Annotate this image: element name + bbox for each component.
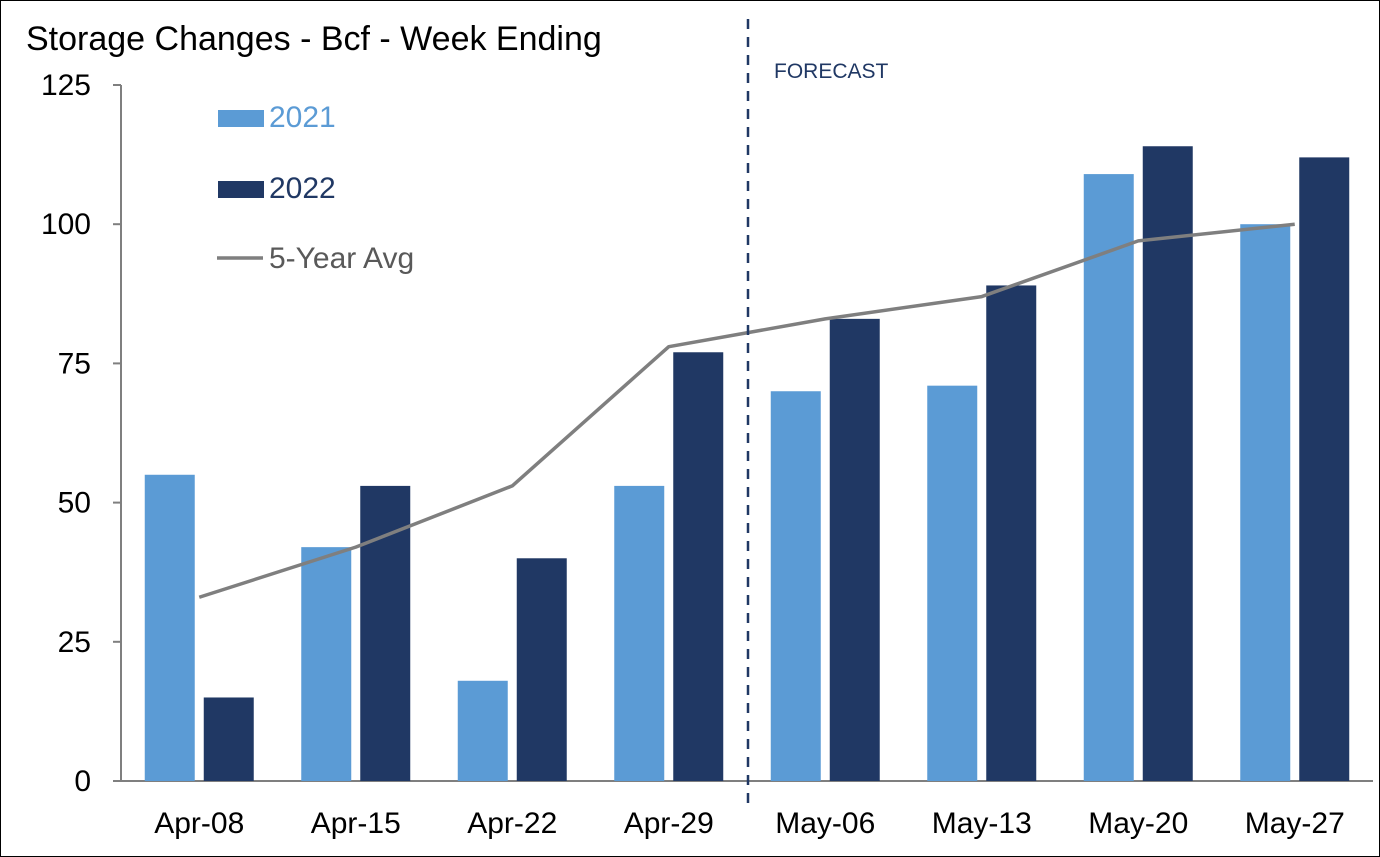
x-axis: Apr-08 Apr-15 Apr-22 Apr-29 May-06 May-13 May-… <box>121 780 1373 840</box>
bar-2021-May-27 <box>1240 224 1291 781</box>
y-axis: 0 25 50 75 100 125 <box>41 69 122 798</box>
x-tick-label: May-13 <box>932 807 1032 840</box>
bar-2022-May-20 <box>1142 146 1193 782</box>
y-tick-label: 0 <box>74 765 91 798</box>
legend-swatch-2021 <box>218 110 264 127</box>
bar-2022-May-13 <box>986 285 1037 781</box>
bar-2021-Apr-29 <box>614 485 665 781</box>
bar-2021-May-20 <box>1083 174 1134 781</box>
x-tick-label: Apr-29 <box>624 807 714 840</box>
bar-2021-Apr-08 <box>144 474 195 781</box>
bar-2022-Apr-29 <box>673 352 724 781</box>
legend-swatch-2022 <box>218 181 264 198</box>
x-tick-label: Apr-22 <box>467 807 557 840</box>
x-tick-label: Apr-15 <box>311 807 401 840</box>
y-tick-label: 100 <box>41 208 91 241</box>
forecast-label: FORECAST <box>774 60 889 83</box>
legend-label-2021: 2021 <box>269 101 336 134</box>
x-tick-label: May-06 <box>775 807 875 840</box>
bar-2021-Apr-15 <box>301 547 352 781</box>
forecast-divider-group: FORECAST <box>746 19 889 804</box>
y-tick-label: 125 <box>41 69 91 102</box>
y-tick-label: 75 <box>58 347 91 380</box>
bar-2022-May-06 <box>829 318 880 781</box>
x-tick-label: Apr-08 <box>154 807 244 840</box>
legend: 2021 2022 5-Year Avg <box>217 101 414 275</box>
bar-2021-May-13 <box>927 385 978 781</box>
legend-label-2022: 2022 <box>269 172 336 205</box>
x-tick-label: May-27 <box>1245 807 1345 840</box>
legend-label-5-Year Avg: 5-Year Avg <box>269 242 414 275</box>
x-tick-label: May-20 <box>1088 807 1188 840</box>
bar-2021-May-06 <box>770 391 821 781</box>
bar-2022-Apr-08 <box>203 697 254 781</box>
y-tick-label: 25 <box>58 626 91 659</box>
bar-series-group <box>144 146 1350 782</box>
y-tick-label: 50 <box>58 487 91 520</box>
bar-2022-Apr-22 <box>516 558 567 781</box>
chart-title: Storage Changes - Bcf - Week Ending <box>26 20 602 58</box>
bar-2022-May-27 <box>1299 157 1350 781</box>
bar-2021-Apr-22 <box>457 680 508 781</box>
